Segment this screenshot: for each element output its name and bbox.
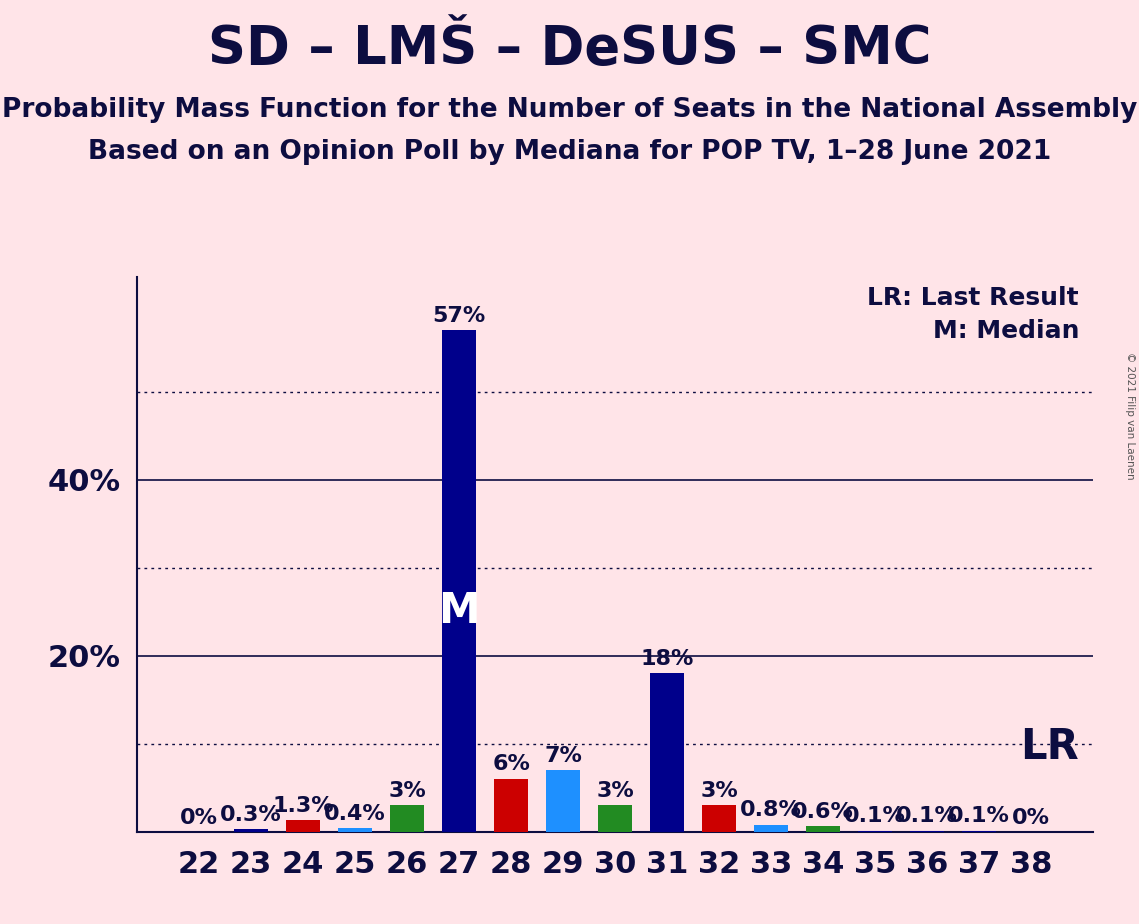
Bar <box>547 770 580 832</box>
Text: 0.6%: 0.6% <box>792 802 854 822</box>
Text: © 2021 Filip van Laenen: © 2021 Filip van Laenen <box>1125 352 1134 480</box>
Text: 18%: 18% <box>640 649 694 669</box>
Text: 3%: 3% <box>596 781 634 801</box>
Text: 3%: 3% <box>388 781 426 801</box>
Bar <box>286 821 320 832</box>
Bar <box>598 805 632 832</box>
Text: 0.3%: 0.3% <box>220 805 282 824</box>
Text: Based on an Opinion Poll by Mediana for POP TV, 1–28 June 2021: Based on an Opinion Poll by Mediana for … <box>88 139 1051 164</box>
Bar <box>494 779 528 832</box>
Bar <box>338 828 372 832</box>
Text: 0.1%: 0.1% <box>948 807 1010 826</box>
Text: LR: Last Result: LR: Last Result <box>868 286 1079 310</box>
Bar <box>754 824 788 832</box>
Bar <box>806 826 839 832</box>
Text: 7%: 7% <box>544 746 582 766</box>
Text: 0.1%: 0.1% <box>844 807 906 826</box>
Bar <box>442 330 476 832</box>
Bar <box>391 805 424 832</box>
Bar <box>286 821 320 832</box>
Bar <box>391 805 424 832</box>
Text: 0%: 0% <box>180 808 218 828</box>
Bar <box>338 828 372 832</box>
Text: M: Median: M: Median <box>933 319 1079 343</box>
Bar <box>650 674 683 832</box>
Text: LR: LR <box>1021 726 1079 768</box>
Text: 0.4%: 0.4% <box>325 804 386 823</box>
Text: M: M <box>439 590 480 632</box>
Text: Probability Mass Function for the Number of Seats in the National Assembly: Probability Mass Function for the Number… <box>2 97 1137 123</box>
Bar <box>806 826 839 832</box>
Bar <box>598 805 632 832</box>
Bar <box>235 829 268 832</box>
Text: SD – LMŠ – DeSUS – SMC: SD – LMŠ – DeSUS – SMC <box>207 23 932 75</box>
Bar <box>702 805 736 832</box>
Text: 0%: 0% <box>1013 808 1050 828</box>
Text: 3%: 3% <box>700 781 738 801</box>
Text: 57%: 57% <box>433 306 485 325</box>
Bar <box>702 805 736 832</box>
Text: 0.1%: 0.1% <box>896 807 958 826</box>
Bar <box>494 779 528 832</box>
Bar <box>754 824 788 832</box>
Bar <box>547 770 580 832</box>
Text: 1.3%: 1.3% <box>272 796 334 816</box>
Text: 0.8%: 0.8% <box>740 800 802 821</box>
Text: 6%: 6% <box>492 754 530 774</box>
